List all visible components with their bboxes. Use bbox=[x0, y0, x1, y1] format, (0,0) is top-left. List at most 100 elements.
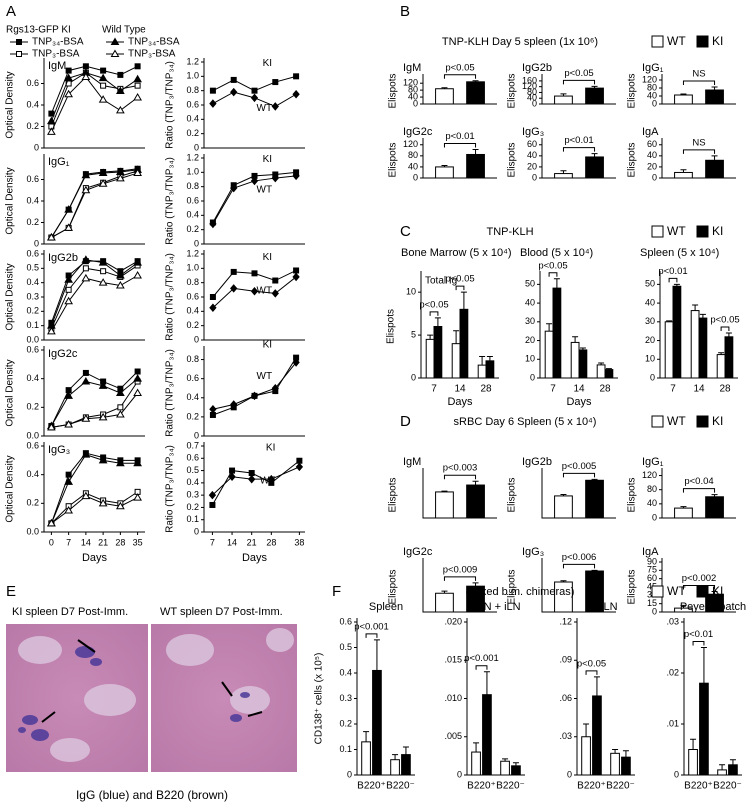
y-axis-label: CD138⁺ cells (x 10⁵) bbox=[314, 653, 325, 745]
y-tick-label: 0 bbox=[347, 769, 352, 779]
bar bbox=[610, 752, 620, 776]
marker bbox=[98, 381, 108, 389]
y-tick-label: 0 bbox=[530, 372, 535, 382]
axis bbox=[422, 74, 497, 105]
marker bbox=[64, 275, 74, 283]
bar bbox=[552, 287, 562, 379]
y-axis-label: Elispots bbox=[627, 142, 638, 177]
x-tick-label: 28 bbox=[719, 384, 731, 395]
y-tick-label: 0 bbox=[413, 172, 418, 182]
significance-bracket bbox=[443, 474, 477, 480]
error-bar bbox=[591, 153, 598, 157]
y-tick-label: 0.3 bbox=[339, 693, 352, 703]
bar bbox=[554, 173, 573, 179]
marker bbox=[64, 73, 74, 82]
bar bbox=[699, 682, 709, 776]
error-bar bbox=[711, 155, 718, 161]
y-tick-label: 20 bbox=[645, 335, 655, 345]
marker bbox=[293, 267, 300, 274]
marker bbox=[208, 490, 217, 500]
x-tick-label: 35 bbox=[133, 537, 143, 547]
bar bbox=[435, 88, 454, 105]
marker bbox=[115, 458, 125, 467]
y-tick-label: 40 bbox=[645, 297, 655, 307]
bar bbox=[361, 741, 371, 776]
marker bbox=[48, 110, 55, 117]
marker bbox=[133, 458, 142, 467]
bar bbox=[425, 338, 435, 379]
y-tick-label: 15 bbox=[647, 598, 657, 608]
chart-title: Spleen (5 x 10⁴) bbox=[640, 247, 719, 259]
series-line bbox=[51, 170, 138, 238]
marker bbox=[134, 82, 141, 89]
series-line bbox=[50, 265, 138, 329]
chart-title: IgG2b bbox=[48, 252, 78, 264]
series-line bbox=[212, 362, 297, 410]
y-tick-label: 0 bbox=[457, 769, 462, 779]
y-tick-label: 0.4 bbox=[186, 306, 199, 316]
marker bbox=[64, 391, 74, 399]
error-bar bbox=[593, 676, 600, 696]
bar bbox=[690, 310, 700, 379]
axis bbox=[541, 468, 616, 519]
marker bbox=[115, 105, 125, 114]
x-tick-label: 28 bbox=[266, 537, 276, 547]
significance-bracket bbox=[443, 576, 477, 581]
series-label: KI bbox=[263, 58, 272, 69]
y-tick-label: .03 bbox=[666, 616, 679, 626]
legend-label: KI bbox=[712, 414, 723, 428]
y-axis-label: Elispots bbox=[388, 569, 399, 604]
x-tick-label: B220⁻ bbox=[496, 781, 525, 792]
error-bar bbox=[572, 336, 579, 343]
legend-swatch bbox=[651, 585, 664, 598]
error-bar bbox=[718, 352, 725, 355]
y-tick-label: 0.2 bbox=[186, 320, 199, 330]
bar bbox=[698, 317, 708, 379]
y-axis-label: Elispots bbox=[388, 73, 399, 108]
error-bar bbox=[472, 582, 479, 587]
x-tick-label: 7 bbox=[66, 537, 71, 547]
legend-label: WT bbox=[667, 224, 686, 238]
bar bbox=[435, 592, 454, 613]
bar bbox=[466, 153, 485, 179]
error-bar bbox=[546, 323, 553, 332]
y-tick-label: 0.6 bbox=[26, 440, 39, 450]
significance-bracket bbox=[682, 80, 716, 85]
marker bbox=[64, 89, 74, 98]
marker bbox=[134, 368, 141, 375]
y-axis-label: Ratio (TNP₃/TNP₃₄) bbox=[165, 349, 176, 437]
bar bbox=[477, 364, 487, 379]
error-bar bbox=[622, 750, 629, 758]
chart-title: Bone Marrow (5 x 10⁴) bbox=[401, 247, 512, 259]
y-tick-label: 40 bbox=[527, 93, 537, 103]
legend-label: KI bbox=[712, 34, 723, 48]
y-tick-label: 75 bbox=[647, 565, 657, 575]
bar bbox=[482, 694, 492, 776]
marker bbox=[115, 86, 125, 95]
marker bbox=[82, 265, 89, 272]
significance-bracket bbox=[562, 79, 596, 85]
y-axis-label: Elispots bbox=[507, 569, 518, 604]
y-tick-label: 0.6 bbox=[26, 344, 39, 354]
error-bar bbox=[427, 334, 434, 340]
image-title: WT spleen D7 Post-Imm. bbox=[160, 606, 283, 618]
bar bbox=[716, 354, 726, 379]
marker bbox=[271, 102, 279, 111]
error-bar bbox=[591, 569, 598, 571]
chart-title: Blood (5 x 10⁴) bbox=[520, 247, 593, 259]
y-tick-label: 0.6 bbox=[26, 78, 39, 88]
y-tick-label: 1.0 bbox=[186, 263, 199, 273]
y-axis-label: Elispots bbox=[627, 477, 638, 512]
significance-bracket bbox=[720, 326, 730, 332]
marker bbox=[117, 71, 124, 78]
y-tick-label: 0.4 bbox=[186, 210, 199, 220]
significance-bracket bbox=[475, 665, 488, 670]
series-line bbox=[51, 172, 138, 238]
chart-title: Spleen bbox=[369, 601, 403, 613]
marker bbox=[209, 294, 216, 300]
error-bar bbox=[441, 490, 448, 492]
marker bbox=[133, 493, 142, 501]
y-tick-label: 0.2 bbox=[186, 411, 199, 421]
panel-header: TNP-KLH bbox=[486, 226, 533, 238]
annotation: p<0.05 bbox=[710, 315, 739, 326]
